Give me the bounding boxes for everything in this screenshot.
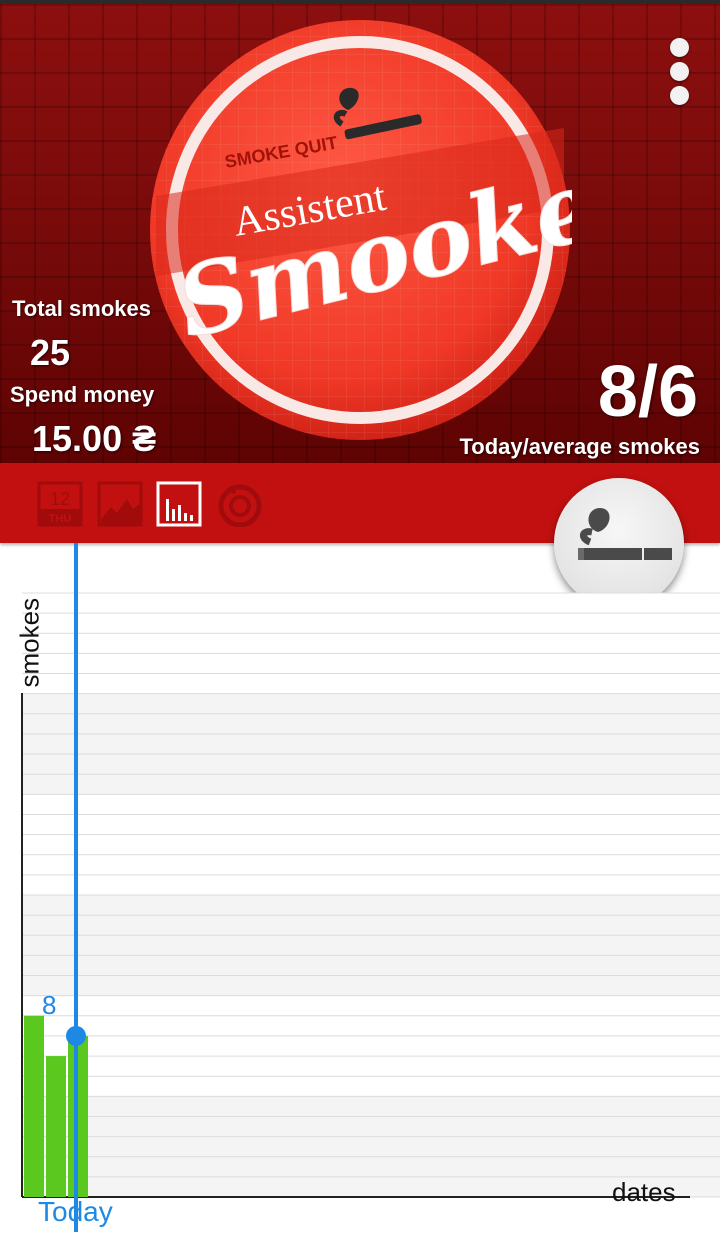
tab-line-chart[interactable] [97, 481, 143, 527]
app-logo: SMOKE QUIT Assistent Smooker [150, 20, 572, 440]
today-value-label: 8 [42, 990, 57, 1020]
grid-band [22, 995, 720, 1097]
y-axis-title: smokes [14, 597, 45, 688]
line-chart-icon [97, 481, 143, 527]
svg-text:THU: THU [49, 513, 72, 525]
status-bar [0, 0, 720, 4]
timer-icon [218, 484, 262, 527]
grid-band [22, 593, 720, 694]
add-smoke-button[interactable] [554, 478, 684, 608]
header: SMOKE QUIT Assistent Smooker Total smoke… [0, 4, 720, 463]
today-marker-dot [66, 1025, 86, 1046]
total-smokes-label: Total smokes [12, 296, 151, 321]
more-vert-icon[interactable] [668, 38, 692, 108]
tab-calendar[interactable]: 12 THU [37, 481, 83, 527]
svg-text:12: 12 [50, 489, 70, 509]
grid-band [22, 693, 720, 795]
cigarette-icon [578, 508, 672, 560]
today-average-label: Today/average smokes [459, 434, 701, 459]
tab-timer[interactable] [217, 481, 263, 527]
today-average-value: 8/6 [597, 352, 698, 432]
calendar-icon: 12 THU [37, 481, 83, 527]
today-label: Today [38, 1196, 113, 1227]
bar-1 [46, 1056, 66, 1197]
grid-band [22, 794, 720, 895]
spend-money-value: 15.00 ₴ [32, 418, 157, 459]
bar-chart-icon [156, 481, 202, 527]
smokes-chart [0, 543, 720, 1232]
x-axis-title: dates [612, 1177, 676, 1207]
cigarette-logo-icon [333, 87, 422, 140]
tab-bar-chart[interactable] [156, 481, 202, 527]
grid-band [22, 1096, 720, 1197]
total-smokes-value: 25 [30, 332, 71, 373]
spend-money-label: Spend money [10, 382, 155, 407]
grid-band [22, 895, 720, 996]
bar-0 [24, 1015, 44, 1197]
